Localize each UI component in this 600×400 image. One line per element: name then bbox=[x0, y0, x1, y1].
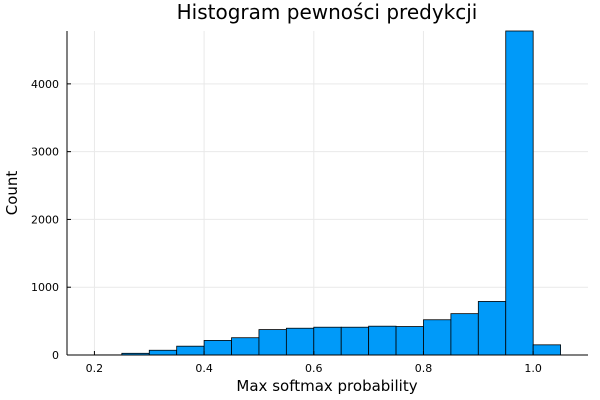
x-tick-label: 0.8 bbox=[415, 362, 433, 375]
histogram-bars bbox=[94, 30, 561, 356]
histogram-bar bbox=[505, 30, 534, 356]
x-axis-label: Max softmax probability bbox=[236, 377, 417, 395]
y-tick-label: 0 bbox=[52, 349, 59, 362]
histogram-bar bbox=[450, 313, 479, 356]
x-tick-label: 0.6 bbox=[305, 362, 323, 375]
histogram-bar bbox=[423, 319, 452, 356]
histogram-bar bbox=[148, 349, 178, 356]
y-axis-label: Count bbox=[3, 171, 21, 216]
y-tick-label: 3000 bbox=[31, 146, 59, 159]
y-ticks: 0 1000 2000 3000 4000 bbox=[31, 78, 71, 362]
histogram-bar bbox=[340, 326, 370, 356]
x-ticks: 0.2 0.4 0.6 0.8 1.0 bbox=[86, 351, 542, 375]
histogram-bar bbox=[285, 327, 315, 356]
x-tick-label: 0.2 bbox=[86, 362, 104, 375]
histogram-bar bbox=[477, 301, 507, 356]
histogram-bar bbox=[313, 326, 342, 356]
x-tick-label: 1.0 bbox=[524, 362, 542, 375]
axes bbox=[66, 31, 588, 356]
histogram-bar bbox=[258, 329, 287, 356]
y-tick-label: 2000 bbox=[31, 213, 59, 226]
histogram-bar bbox=[176, 345, 205, 356]
x-tick-label: 0.4 bbox=[195, 362, 213, 375]
histogram-bar bbox=[231, 337, 260, 356]
histogram-bar bbox=[395, 326, 424, 356]
histogram-bar bbox=[532, 344, 561, 356]
chart-title: Histogram pewności predykcji bbox=[177, 0, 478, 24]
histogram-bar bbox=[203, 340, 232, 356]
y-tick-label: 4000 bbox=[31, 78, 59, 91]
y-tick-label: 1000 bbox=[31, 281, 59, 294]
histogram-bar bbox=[368, 325, 397, 356]
